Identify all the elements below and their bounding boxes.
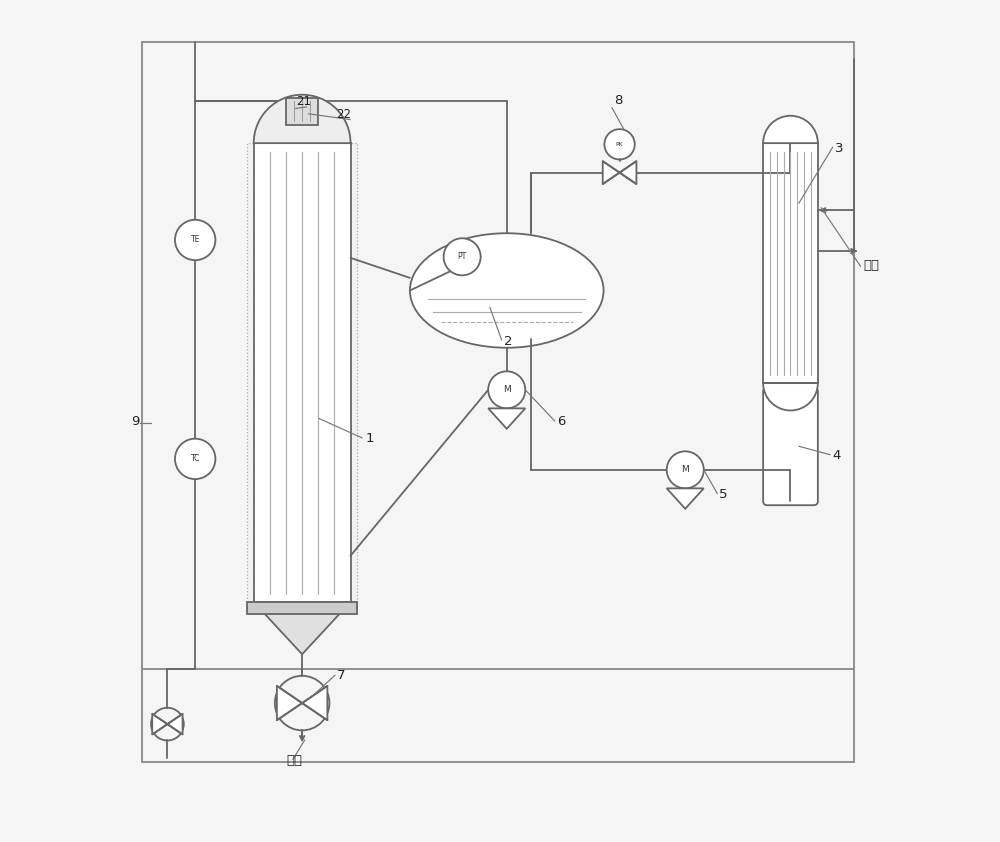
Text: 6: 6 (557, 415, 566, 429)
Text: PT: PT (457, 253, 467, 261)
Polygon shape (603, 161, 636, 184)
Text: 8: 8 (615, 93, 623, 107)
Polygon shape (152, 714, 183, 734)
Text: 4: 4 (833, 449, 841, 462)
Text: 5: 5 (719, 488, 727, 502)
Circle shape (667, 451, 704, 488)
Text: TE: TE (191, 236, 200, 244)
Text: M: M (503, 386, 511, 394)
Text: 22: 22 (336, 108, 351, 121)
Wedge shape (763, 383, 818, 411)
Bar (142, 42, 854, 762)
Circle shape (444, 238, 481, 275)
Text: 7: 7 (337, 669, 345, 683)
Circle shape (604, 129, 635, 159)
Polygon shape (277, 686, 327, 720)
Text: 入口: 入口 (864, 259, 880, 273)
Wedge shape (763, 116, 818, 143)
Polygon shape (667, 488, 704, 509)
Circle shape (175, 220, 215, 260)
Circle shape (488, 371, 525, 408)
Polygon shape (488, 408, 525, 429)
Text: 1: 1 (365, 432, 374, 445)
Polygon shape (254, 602, 351, 654)
Text: TC: TC (191, 455, 200, 463)
Text: 2: 2 (504, 335, 513, 349)
FancyBboxPatch shape (763, 387, 818, 505)
Circle shape (175, 439, 215, 479)
Text: PK: PK (616, 141, 623, 147)
Text: M: M (681, 466, 689, 474)
Bar (254, 143, 351, 602)
Text: 21: 21 (296, 95, 311, 109)
Bar (763, 143, 818, 383)
Ellipse shape (410, 233, 604, 348)
Wedge shape (254, 95, 351, 143)
Text: 9: 9 (131, 415, 140, 429)
Bar (247, 602, 357, 614)
Text: 3: 3 (835, 141, 844, 155)
Bar (247, 143, 357, 605)
Text: 出口: 出口 (286, 754, 302, 767)
Bar (286, 98, 318, 125)
